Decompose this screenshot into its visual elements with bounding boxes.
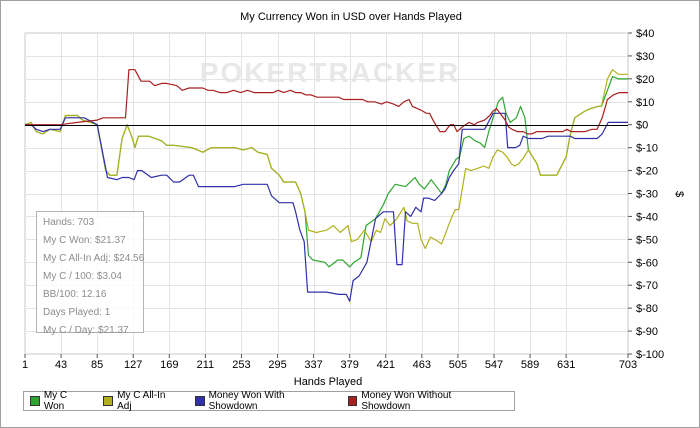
legend-item-with-showdown[interactable]: Money Won With Showdown bbox=[194, 390, 334, 412]
series-line bbox=[25, 112, 628, 302]
legend-label: My C All-In Adj bbox=[117, 390, 166, 412]
series-line bbox=[25, 69, 628, 135]
y-tick-label: $-10 bbox=[636, 143, 658, 155]
x-tick-label: 505 bbox=[449, 359, 467, 371]
y-tick-label: $-100 bbox=[636, 349, 664, 361]
legend-label: Money Won Without Showdown bbox=[361, 390, 452, 412]
x-tick-label: 337 bbox=[304, 359, 322, 371]
x-tick-label: 127 bbox=[124, 359, 142, 371]
y-tick-label: $0 bbox=[636, 120, 648, 132]
legend-item-without-showdown[interactable]: Money Won Without Showdown bbox=[347, 390, 500, 412]
y-tick-label: $40 bbox=[636, 28, 654, 40]
stats-box: Hands: 703 My C Won: $21.37 My C All-In … bbox=[36, 211, 145, 336]
y-tick-label: $-50 bbox=[636, 234, 658, 246]
y-tick-label: $10 bbox=[636, 97, 654, 109]
legend-item-my-c-won[interactable]: My C Won bbox=[30, 390, 89, 412]
x-tick-label: 295 bbox=[268, 359, 286, 371]
x-tick-label: 547 bbox=[485, 359, 503, 371]
stat-per-100: My C / 100: $3.04 bbox=[43, 271, 122, 282]
x-tick-label: 253 bbox=[232, 359, 250, 371]
grid-layer bbox=[25, 33, 629, 355]
y-tick-label: $-20 bbox=[636, 166, 658, 178]
watermark-logo: POKERTRACKER bbox=[200, 57, 460, 88]
chart-title: My Currency Won in USD over Hands Played bbox=[240, 11, 462, 23]
y-tick-label: $20 bbox=[636, 74, 654, 86]
x-axis-ticks: 1 43 85 127 169 211 253 295 337 379 421 463 505 547 58… bbox=[22, 354, 637, 371]
x-tick-label: 703 bbox=[619, 359, 637, 371]
legend-swatch bbox=[347, 396, 358, 406]
y-tick-label: $-70 bbox=[636, 280, 658, 292]
x-tick-label: 1 bbox=[22, 359, 28, 371]
x-axis-title: Hands Played bbox=[294, 376, 363, 388]
y-axis-ticks: $40 $30 $20 $10 $0 $-10 $-20 $-30 $-40 $-50 $-60 $-… bbox=[628, 28, 664, 361]
legend-label: My C Won bbox=[43, 390, 68, 412]
stat-bb-100: BB/100: 12.16 bbox=[43, 289, 107, 300]
legend-item-all-in-adj[interactable]: My C All-In Adj bbox=[103, 390, 180, 412]
y-tick-label: $-90 bbox=[636, 326, 658, 338]
legend-swatch bbox=[103, 396, 114, 406]
y-tick-label: $-40 bbox=[636, 211, 658, 223]
x-tick-label: 169 bbox=[160, 359, 178, 371]
stat-days-played: Days Played: 1 bbox=[43, 307, 111, 318]
stat-hands: Hands: 703 bbox=[43, 217, 95, 228]
series-layer bbox=[24, 69, 628, 302]
y-tick-label: $30 bbox=[636, 51, 654, 63]
y-axis-title: $ bbox=[673, 191, 685, 197]
stat-allin-adj: My C All-In Adj: $24.56 bbox=[43, 253, 145, 264]
x-tick-label: 85 bbox=[91, 359, 103, 371]
y-tick-label: $-60 bbox=[636, 257, 658, 269]
x-tick-label: 589 bbox=[521, 359, 539, 371]
x-tick-label: 421 bbox=[377, 359, 395, 371]
stat-won: My C Won: $21.37 bbox=[43, 235, 126, 246]
series-line bbox=[24, 69, 628, 250]
y-tick-label: $-80 bbox=[636, 303, 658, 315]
x-tick-label: 379 bbox=[341, 359, 359, 371]
legend-swatch bbox=[194, 396, 205, 406]
x-tick-label: 211 bbox=[197, 359, 215, 371]
chart-legend: My C Won My C All-In Adj Money Won With … bbox=[23, 390, 515, 412]
x-tick-label: 631 bbox=[557, 359, 575, 371]
stat-per-day: My C / Day: $21.37 bbox=[43, 325, 129, 336]
x-tick-label: 463 bbox=[413, 359, 431, 371]
legend-label: Money Won With Showdown bbox=[208, 390, 285, 412]
legend-swatch bbox=[30, 396, 40, 406]
x-tick-label: 43 bbox=[55, 359, 67, 371]
y-tick-label: $-30 bbox=[636, 189, 658, 201]
